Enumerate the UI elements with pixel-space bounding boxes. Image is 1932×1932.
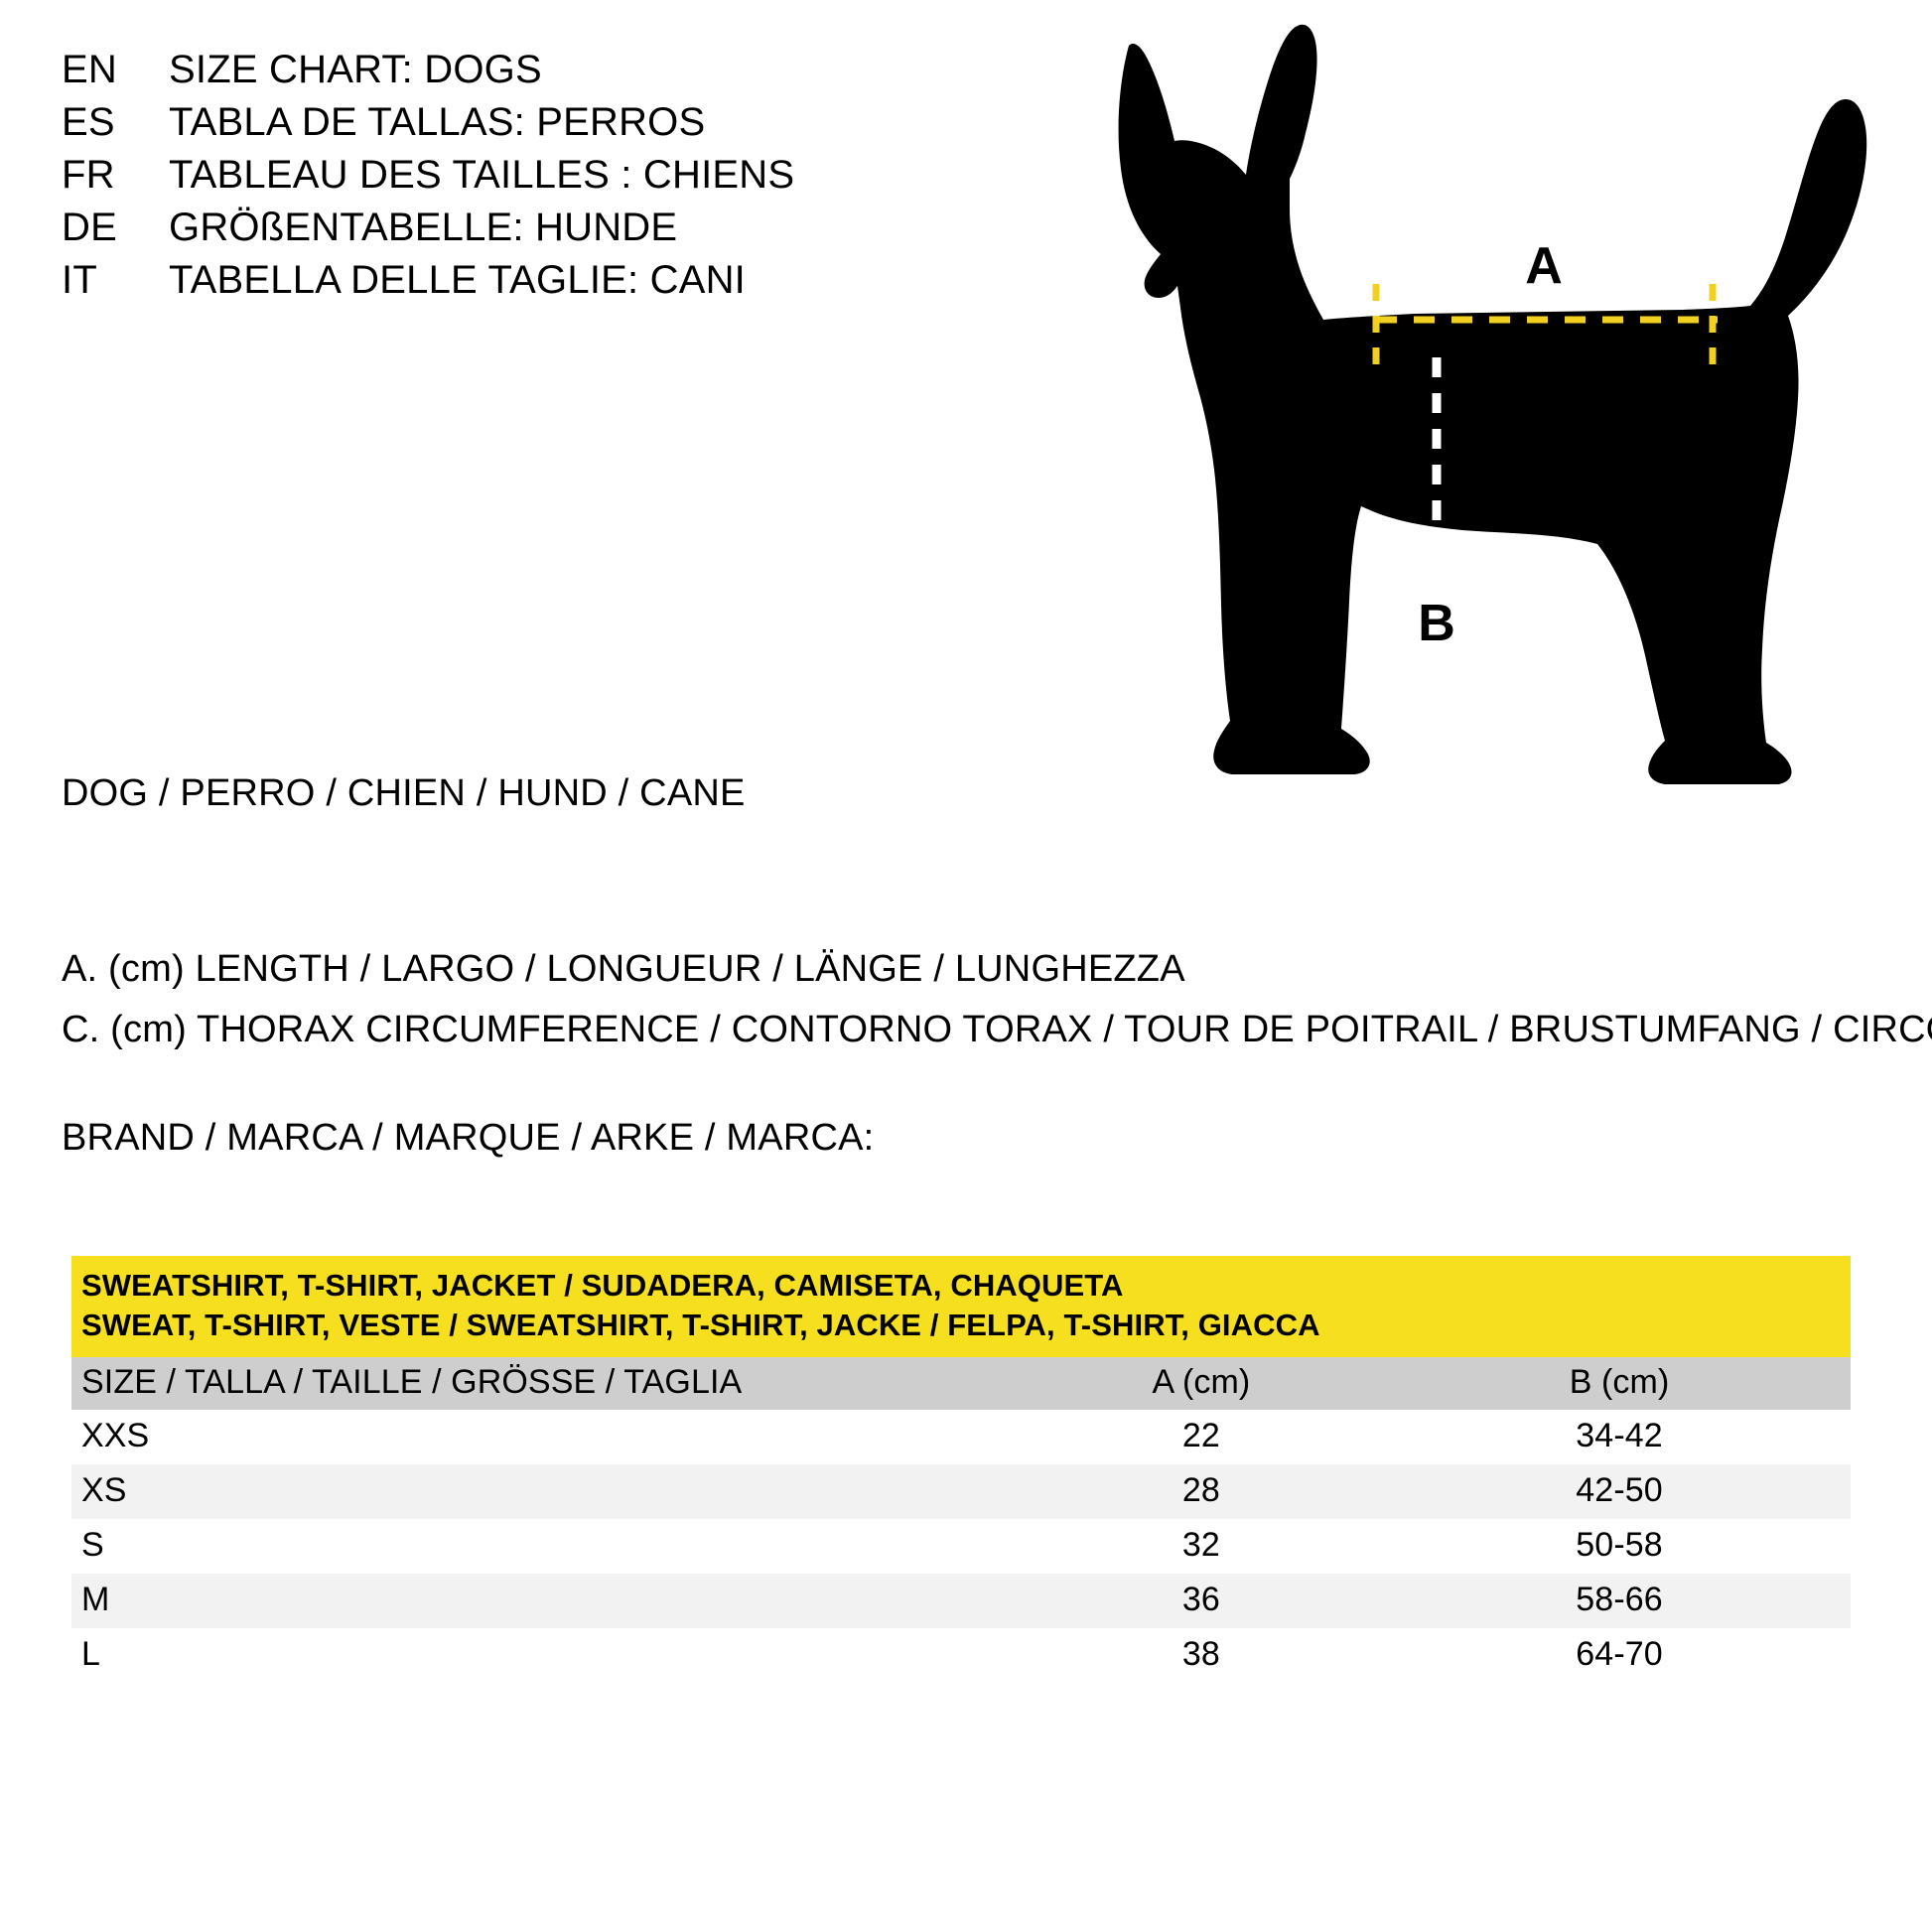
language-code-de: DE: [62, 206, 117, 249]
measurement-a-label: A: [1525, 237, 1563, 295]
table-row: XS 28 42-50: [71, 1464, 1851, 1519]
cell-b: 42-50: [1388, 1464, 1851, 1519]
cell-size: S: [71, 1519, 1015, 1574]
language-code-en: EN: [62, 48, 117, 91]
language-title-fr: TABLEAU DES TAILLES : CHIENS: [169, 153, 795, 197]
brand-label: BRAND / MARCA / MARQUE / ARKE / MARCA:: [62, 1117, 875, 1159]
table-banner-line-2: SWEAT, T-SHIRT, VESTE / SWEATSHIRT, T-SH…: [81, 1308, 1320, 1342]
dog-body-icon: [1118, 24, 1867, 784]
language-row-de: DE GRÖßENTABELLE: HUNDE: [62, 206, 955, 258]
table-banner-line-1: SWEATSHIRT, T-SHIRT, JACKET / SUDADERA, …: [81, 1268, 1124, 1303]
dog-caption-line: DOG / PERRO / CHIEN / HUND / CANE: [62, 772, 746, 814]
size-table: SWEATSHIRT, T-SHIRT, JACKET / SUDADERA, …: [71, 1256, 1851, 1683]
cell-a: 38: [1014, 1628, 1389, 1683]
measurement-c-description: C. (cm) THORAX CIRCUMFERENCE / CONTORNO …: [62, 1009, 1932, 1050]
language-row-es: ES TABLA DE TALLAS: PERROS: [62, 100, 955, 153]
table-row: L 38 64-70: [71, 1628, 1851, 1683]
language-code-es: ES: [62, 100, 115, 144]
table-row: S 32 50-58: [71, 1519, 1851, 1574]
table-header-row: SIZE / TALLA / TAILLE / GRÖSSE / TAGLIA …: [71, 1357, 1851, 1410]
cell-b: 58-66: [1388, 1574, 1851, 1628]
cell-a: 36: [1014, 1574, 1389, 1628]
language-title-block: EN SIZE CHART: DOGS ES TABLA DE TALLAS: …: [62, 48, 955, 311]
language-title-de: GRÖßENTABELLE: HUNDE: [169, 206, 678, 249]
cell-b: 50-58: [1388, 1519, 1851, 1574]
table-row: M 36 58-66: [71, 1574, 1851, 1628]
language-code-fr: FR: [62, 153, 115, 197]
language-row-en: EN SIZE CHART: DOGS: [62, 48, 955, 100]
language-code-it: IT: [62, 258, 97, 302]
language-title-en: SIZE CHART: DOGS: [169, 48, 542, 91]
cell-b: 34-42: [1388, 1410, 1851, 1464]
column-header-b: B (cm): [1388, 1357, 1851, 1410]
size-table-grid: SIZE / TALLA / TAILLE / GRÖSSE / TAGLIA …: [71, 1357, 1851, 1683]
language-row-fr: FR TABLEAU DES TAILLES : CHIENS: [62, 153, 955, 206]
cell-size: XS: [71, 1464, 1015, 1519]
table-banner: SWEATSHIRT, T-SHIRT, JACKET / SUDADERA, …: [71, 1256, 1851, 1357]
language-title-it: TABELLA DELLE TAGLIE: CANI: [169, 258, 747, 302]
column-header-size: SIZE / TALLA / TAILLE / GRÖSSE / TAGLIA: [71, 1357, 1015, 1410]
cell-a: 32: [1014, 1519, 1389, 1574]
measurement-b-label: B: [1418, 595, 1455, 652]
cell-size: XXS: [71, 1410, 1015, 1464]
cell-a: 22: [1014, 1410, 1389, 1464]
cell-size: L: [71, 1628, 1015, 1683]
column-header-a: A (cm): [1014, 1357, 1389, 1410]
cell-size: M: [71, 1574, 1015, 1628]
dog-silhouette-illustration: A B: [1077, 20, 1931, 854]
table-row: XXS 22 34-42: [71, 1410, 1851, 1464]
language-title-es: TABLA DE TALLAS: PERROS: [169, 100, 706, 144]
cell-b: 64-70: [1388, 1628, 1851, 1683]
measurement-a-description: A. (cm) LENGTH / LARGO / LONGUEUR / LÄNG…: [62, 948, 1185, 990]
cell-a: 28: [1014, 1464, 1389, 1519]
measurement-a-marker: [1372, 284, 1718, 372]
language-row-it: IT TABELLA DELLE TAGLIE: CANI: [62, 258, 955, 311]
